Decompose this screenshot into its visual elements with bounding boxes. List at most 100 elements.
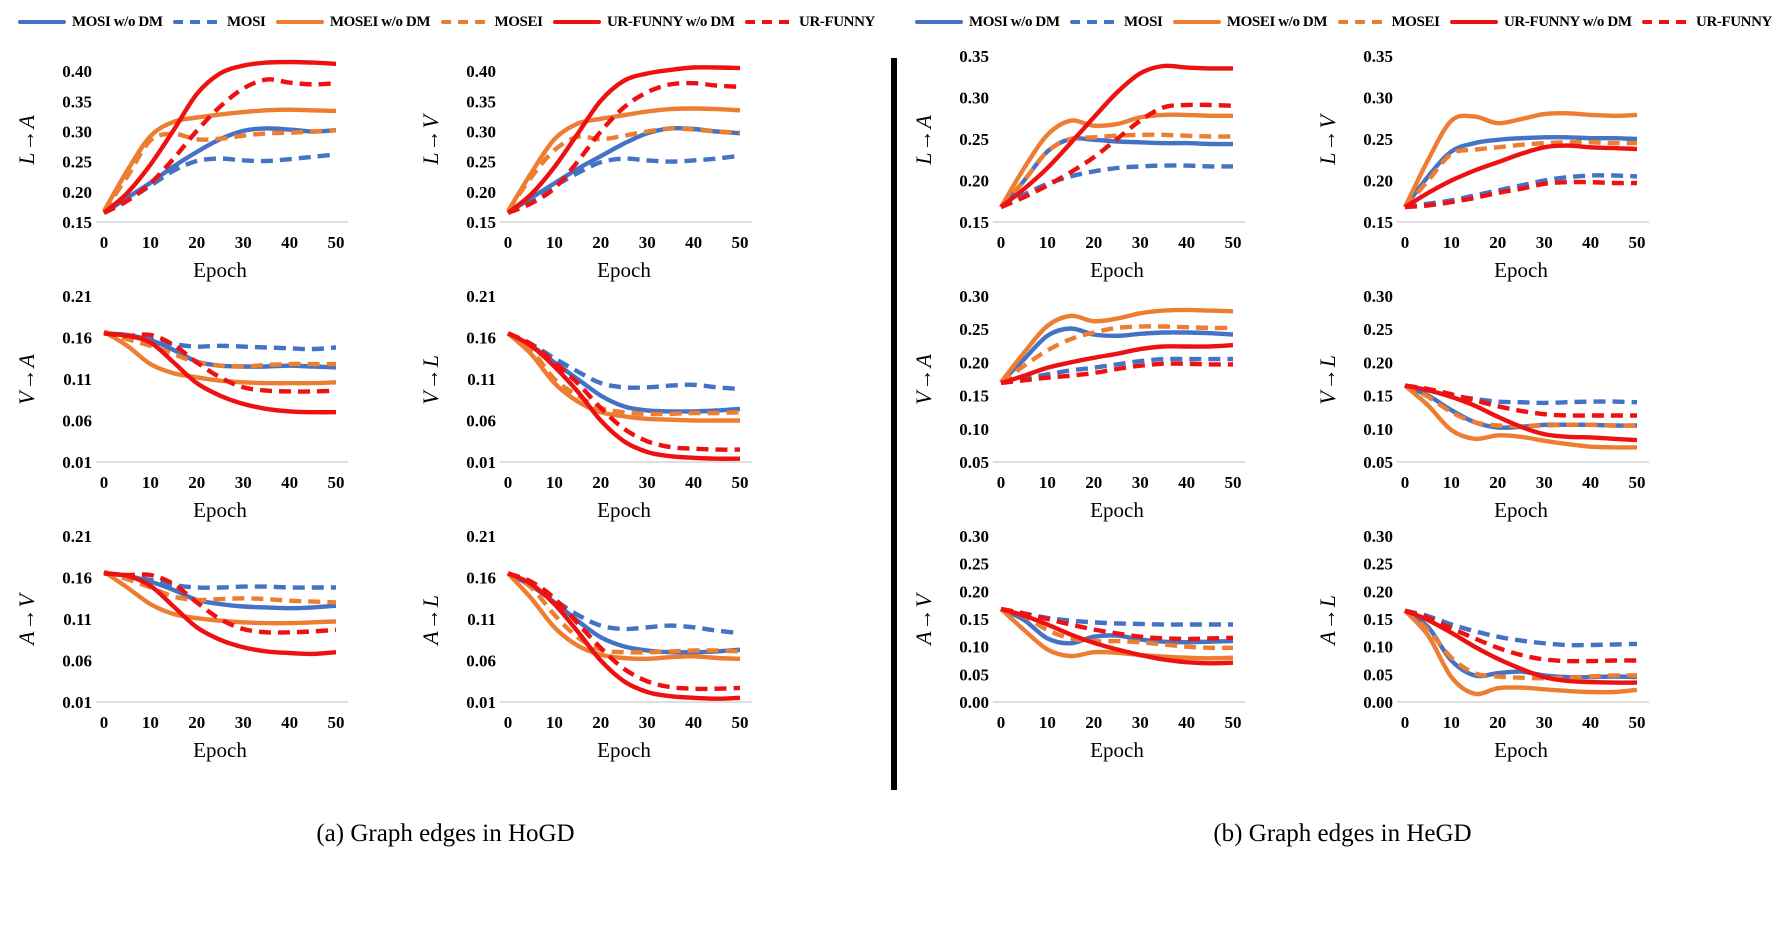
- subplot-b-a-v: A→V 0.00 0.05 0.10 0.15 0.20 0.25 0.30 0 10 20 30 40…: [905, 524, 1309, 764]
- legend-item-mosi-w-o-dm: MOSI w/o DM: [915, 14, 1060, 31]
- series-line-ur-funny: [1404, 179, 1638, 210]
- series-line-mosei: [1000, 606, 1234, 651]
- x-tick-label: 20: [1085, 713, 1102, 732]
- y-tick-label: 0.25: [959, 130, 989, 149]
- x-tick-label: 10: [1039, 233, 1056, 252]
- series-line-ur-funny-w-o-dm: [1000, 606, 1234, 666]
- series-line-mosi-w-o-dm: [102, 126, 337, 215]
- series-line-ur-funny: [507, 331, 741, 452]
- x-tick-label: 50: [1629, 233, 1646, 252]
- y-tick-label: 0.20: [1363, 582, 1393, 601]
- solid-line-swatch-icon: [18, 19, 66, 25]
- series-line-ur-funny: [1000, 102, 1234, 210]
- y-tick-label: 0.25: [959, 320, 989, 339]
- dashed-line-swatch-icon: [1642, 19, 1691, 25]
- dashed-line-swatch-icon: [173, 19, 222, 25]
- series-line-ur-funny: [507, 571, 741, 692]
- series-line-mosei: [102, 128, 337, 213]
- y-tick-label: 0.30: [959, 89, 989, 108]
- series-line-ur-funny: [1000, 361, 1234, 386]
- y-tick-label: 0.05: [1363, 665, 1393, 684]
- plot-a-l-v: 0.15 0.20 0.25 0.30 0.35 0.40 0 10 20 30 40 50 Epoch: [466, 62, 752, 282]
- y-axis-title-text: V→A: [911, 353, 936, 405]
- subplot-a-v-l: V→L 0.01 0.06 0.11 0.16 0.21 0 10 20 30 40 50 Epoch: [412, 284, 816, 524]
- y-tick-label: 0.10: [959, 420, 989, 439]
- y-tick-label: 0.06: [466, 652, 496, 671]
- x-tick-label: 30: [1536, 233, 1553, 252]
- series-line-mosei-w-o-dm: [506, 331, 740, 423]
- series-line-mosi: [1000, 356, 1233, 385]
- series-line-mosei-w-o-dm: [102, 107, 337, 213]
- series-line-ur-funny: [1404, 608, 1638, 664]
- legend-label: MOSEI w/o DM: [1226, 13, 1328, 30]
- x-tick-label: 40: [685, 473, 702, 492]
- x-axis-title: Epoch: [1090, 498, 1144, 522]
- legend-item-ur-funny: UR-FUNNY: [1642, 14, 1772, 31]
- y-axis-title-text: L→V: [1315, 113, 1340, 165]
- y-axis-title: V→L: [1309, 284, 1347, 524]
- x-tick-label: 10: [546, 713, 563, 732]
- subplot-a-l-a: L→A 0.15 0.20 0.25 0.30 0.35 0.40 0 10 20 30 40 50 Ep…: [8, 44, 412, 284]
- solid-line-swatch-icon: [1449, 19, 1498, 25]
- y-tick-label: 0.15: [62, 213, 92, 232]
- y-tick-label: 0.30: [466, 122, 496, 141]
- y-tick-label: 0.15: [959, 610, 989, 629]
- series-line-mosei-w-o-dm: [506, 571, 741, 662]
- y-tick-label: 0.10: [1363, 420, 1393, 439]
- y-tick-label: 0.20: [1363, 172, 1393, 191]
- series-line-mosei-w-o-dm: [1403, 111, 1638, 209]
- x-tick-label: 20: [188, 713, 205, 732]
- series-line-ur-funny-w-o-dm: [506, 65, 741, 215]
- x-tick-label: 50: [328, 713, 345, 732]
- x-tick-label: 20: [1085, 233, 1102, 252]
- y-axis-title: A→V: [905, 524, 943, 764]
- x-tick-label: 30: [639, 233, 656, 252]
- legend-item-mosei: MOSEI: [440, 14, 543, 31]
- solid-line-swatch-icon: [915, 19, 963, 25]
- x-axis-title: Epoch: [1494, 258, 1548, 282]
- y-tick-label: 0.16: [62, 329, 92, 348]
- series-line-mosi-w-o-dm: [999, 326, 1234, 384]
- series-line-ur-funny-w-o-dm: [103, 331, 337, 415]
- legend-label: UR-FUNNY: [799, 13, 875, 30]
- y-tick-label: 0.15: [959, 387, 989, 406]
- x-axis-title: Epoch: [193, 498, 247, 522]
- series-line-mosei-w-o-dm: [506, 106, 741, 213]
- x-tick-label: 0: [1401, 233, 1410, 252]
- y-tick-label: 0.11: [467, 610, 496, 629]
- x-tick-label: 0: [997, 713, 1006, 732]
- x-tick-label: 40: [1178, 233, 1195, 252]
- x-tick-label: 20: [1489, 233, 1506, 252]
- subplot-a-a-l: A→L 0.01 0.06 0.11 0.16 0.21 0 10 20 30 40 50 Epoch: [412, 524, 816, 764]
- y-tick-label: 0.15: [466, 213, 496, 232]
- x-tick-label: 20: [592, 713, 609, 732]
- x-tick-label: 10: [142, 713, 159, 732]
- y-axis-title-text: A→L: [418, 593, 443, 645]
- legend-item-mosei: MOSEI: [1337, 13, 1440, 31]
- legend-label: MOSEI: [1391, 13, 1440, 30]
- y-axis-title-text: L→A: [911, 113, 936, 165]
- legend-label: MOSI w/o DM: [72, 13, 163, 30]
- series-line-mosei-w-o-dm: [1403, 383, 1638, 450]
- x-tick-label: 40: [281, 713, 298, 732]
- series-line-mosei-w-o-dm: [999, 112, 1234, 209]
- x-tick-label: 20: [1085, 473, 1102, 492]
- series-line-mosi: [999, 163, 1234, 210]
- y-tick-label: 0.25: [959, 555, 989, 574]
- legend-label: MOSI: [227, 13, 266, 30]
- x-tick-label: 50: [1629, 713, 1646, 732]
- x-axis-title: Epoch: [597, 258, 651, 282]
- legend-hegd: MOSI w/o DM MOSI MOSEI w/o DM MOSEI UR-FUNNY…: [897, 0, 1788, 44]
- x-tick-label: 50: [732, 233, 749, 252]
- subplot-b-a-l: A→L 0.00 0.05 0.10 0.15 0.20 0.25 0.30 0 10 20 30 40…: [1309, 524, 1713, 764]
- caption-hogd: (a) Graph edges in HoGD: [316, 820, 575, 847]
- x-tick-label: 0: [1401, 713, 1410, 732]
- y-axis-title: L→A: [8, 44, 46, 284]
- series-line-ur-funny-w-o-dm: [1000, 342, 1234, 386]
- y-tick-label: 0.21: [466, 287, 496, 306]
- x-tick-label: 0: [504, 473, 513, 492]
- plot-a-l-a: 0.15 0.20 0.25 0.30 0.35 0.40 0 10 20 30 40 50 Epoch: [62, 59, 348, 282]
- y-tick-label: 0.21: [62, 527, 92, 546]
- series-line-mosei: [1403, 140, 1638, 209]
- legend-item-mosi-w-o-dm: MOSI w/o DM: [18, 14, 163, 31]
